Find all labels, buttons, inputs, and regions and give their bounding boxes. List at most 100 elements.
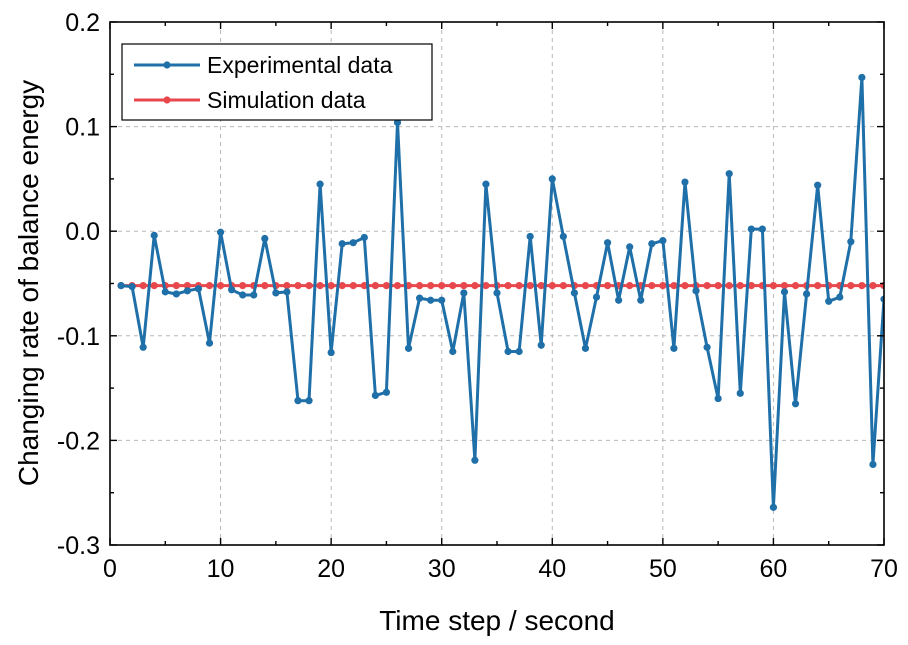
data-point	[648, 281, 656, 290]
x-tick-label: 40	[538, 555, 566, 583]
data-point	[603, 281, 612, 290]
data-point	[338, 240, 346, 248]
data-point	[205, 339, 214, 347]
data-point	[438, 296, 446, 304]
data-point	[570, 289, 579, 297]
data-point	[747, 225, 755, 233]
data-point	[172, 281, 180, 290]
data-point	[449, 347, 457, 356]
legend-label: Experimental data	[207, 52, 393, 78]
data-point	[305, 281, 313, 290]
data-point	[228, 286, 236, 294]
data-point	[825, 297, 833, 305]
data-point	[526, 232, 534, 241]
x-tick-label: 10	[207, 555, 235, 583]
legend: Experimental data Simulation data	[121, 43, 433, 121]
data-point	[416, 294, 424, 302]
data-point	[139, 343, 147, 351]
data-point	[548, 281, 556, 290]
data-point	[393, 118, 402, 127]
data-point	[670, 281, 678, 290]
data-point	[725, 281, 733, 290]
data-point	[250, 291, 258, 299]
legend-swatch-marker	[163, 61, 171, 69]
y-tick-label: -0.3	[57, 532, 100, 560]
data-point	[659, 281, 667, 290]
data-point	[404, 344, 413, 352]
data-point	[371, 391, 379, 400]
data-point	[239, 291, 247, 299]
x-tick-label: 50	[649, 555, 677, 583]
data-point	[393, 281, 402, 290]
data-point	[117, 281, 125, 290]
y-tick-label: 0.1	[65, 114, 100, 142]
data-point	[858, 73, 866, 82]
data-point	[814, 281, 822, 290]
data-point	[205, 281, 214, 290]
data-point	[681, 281, 689, 290]
data-point	[814, 181, 822, 189]
data-point	[747, 281, 755, 290]
data-point	[714, 281, 722, 290]
data-point	[581, 344, 590, 352]
data-point	[803, 290, 811, 298]
data-point	[626, 243, 634, 251]
data-point	[736, 389, 744, 397]
data-point	[869, 281, 877, 290]
data-point	[493, 289, 501, 297]
data-point	[758, 225, 766, 233]
data-point	[150, 281, 158, 290]
data-point	[438, 281, 446, 290]
series-line	[120, 75, 884, 509]
data-point	[305, 397, 313, 405]
x-tick-label: 0	[103, 555, 117, 583]
data-point	[592, 293, 601, 301]
tick-labels: 0 10 20 30 40 50 60 70 -0.3 -0.2 -0.1 0.0 0.1 0.2	[57, 9, 898, 583]
data-point	[515, 281, 523, 290]
data-point	[427, 281, 435, 290]
data-point	[360, 233, 368, 242]
data-point	[703, 281, 711, 290]
data-point	[261, 281, 269, 290]
data-point	[327, 281, 335, 290]
data-point	[504, 281, 512, 290]
data-point	[526, 281, 534, 290]
data-point	[869, 460, 877, 469]
data-point	[515, 347, 523, 356]
data-point	[272, 289, 280, 297]
data-point	[382, 281, 391, 290]
data-point	[581, 281, 590, 290]
data-point	[504, 347, 512, 356]
data-point	[316, 281, 324, 290]
data-point	[482, 180, 490, 188]
data-point	[791, 400, 800, 408]
data-point	[615, 296, 623, 304]
y-tick-label: 0.2	[65, 9, 100, 37]
data-point	[847, 238, 855, 246]
data-point	[183, 281, 191, 290]
legend-swatch-marker	[163, 96, 171, 104]
y-axis-title: Changing rate of balance energy	[13, 80, 44, 486]
data-point	[216, 228, 225, 236]
data-point	[692, 287, 700, 295]
y-tick-label: 0.0	[65, 218, 100, 246]
data-point	[416, 281, 424, 290]
data-point	[791, 281, 800, 290]
data-point	[183, 287, 191, 295]
x-tick-label: 60	[760, 555, 788, 583]
grid-lines	[110, 22, 884, 545]
legend-box	[121, 43, 433, 121]
data-point	[548, 175, 556, 183]
data-point	[283, 281, 291, 290]
data-point	[460, 281, 468, 290]
data-point	[161, 288, 169, 296]
data-point	[780, 288, 789, 296]
data-point	[316, 180, 324, 188]
data-point	[150, 231, 158, 239]
data-point	[382, 388, 391, 396]
data-point	[736, 281, 744, 290]
x-tick-label: 20	[317, 555, 345, 583]
y-tick-label: -0.2	[57, 427, 100, 455]
data-point	[847, 281, 855, 290]
